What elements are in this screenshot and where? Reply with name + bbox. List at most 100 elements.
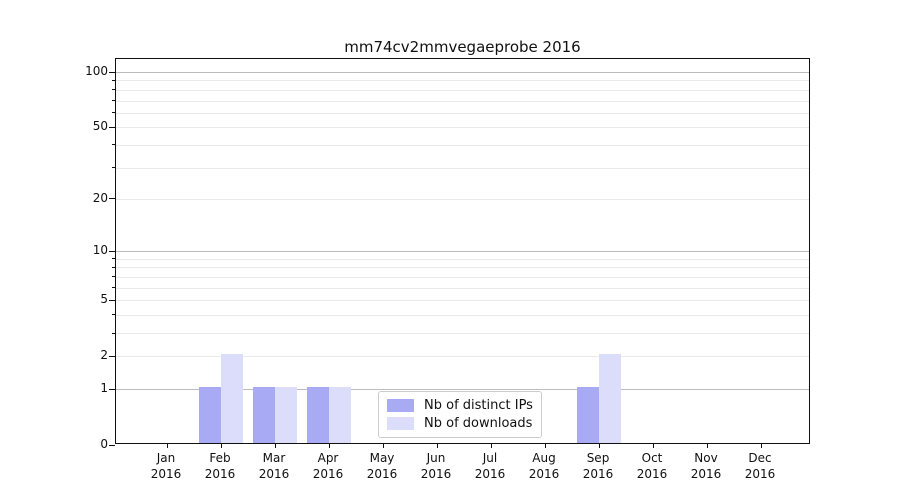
x-label-month: May — [369, 451, 395, 465]
y-tick-100 — [109, 71, 115, 73]
gridline-minor-6 — [116, 287, 809, 289]
x-label-year: 2016 — [258, 467, 290, 481]
x-label-month: Oct — [641, 451, 663, 465]
y-tick-minor-6 — [112, 287, 115, 289]
gridline-minor-4 — [116, 314, 809, 316]
x-tick-apr — [329, 443, 330, 448]
x-tick-jun — [437, 443, 438, 448]
legend-entry-downloads: Nb of downloads — [387, 416, 533, 431]
x-tick-mar — [275, 443, 276, 448]
x-tick-oct — [653, 443, 654, 448]
x-label-month: Sep — [586, 451, 610, 465]
y-tick-minor-4 — [112, 314, 115, 316]
x-label-month: Mar — [262, 451, 286, 465]
y-tick-minor-80 — [112, 89, 115, 91]
x-label-oct: Oct 2016 — [622, 450, 682, 482]
gridline-minor-90 — [116, 80, 809, 82]
x-tick-feb — [221, 443, 222, 448]
gridline-minor-40 — [116, 144, 809, 146]
x-label-aug: Aug 2016 — [514, 450, 574, 482]
gridline-minor-20 — [116, 198, 809, 200]
x-label-feb: Feb 2016 — [190, 450, 250, 482]
y-tick-5 — [109, 299, 115, 301]
y-label-2: 2 — [100, 348, 108, 363]
x-label-month: Apr — [317, 451, 339, 465]
gridline-major-10 — [116, 251, 809, 253]
x-label-month: Jul — [482, 451, 498, 465]
gridline-minor-3 — [116, 333, 809, 334]
x-label-year: 2016 — [690, 467, 722, 481]
gridline-minor-7 — [116, 276, 809, 278]
x-label-jul: Jul 2016 — [460, 450, 520, 482]
bar-distinct-ips-mar — [253, 387, 275, 443]
x-label-year: 2016 — [744, 467, 776, 481]
bar-downloads-feb — [221, 354, 243, 443]
gridline-minor-30 — [116, 167, 809, 169]
x-label-mar: Mar 2016 — [244, 450, 304, 482]
bar-downloads-apr — [329, 387, 351, 443]
y-tick-1 — [109, 388, 115, 390]
x-tick-dec — [761, 443, 762, 448]
bar-distinct-ips-sep — [577, 387, 599, 443]
legend-swatch-distinct-ips — [387, 398, 414, 412]
x-label-month: Feb — [209, 451, 231, 465]
plot-area — [109, 58, 810, 448]
y-tick-minor-8 — [112, 266, 115, 268]
y-tick-50 — [109, 126, 115, 128]
x-label-year: 2016 — [474, 467, 506, 481]
x-label-month: Aug — [532, 451, 556, 465]
x-label-nov: Nov 2016 — [676, 450, 736, 482]
y-label-1: 1 — [100, 381, 108, 395]
bar-distinct-ips-apr — [307, 387, 329, 443]
x-label-jun: Jun 2016 — [406, 450, 466, 482]
y-tick-minor-40 — [112, 144, 115, 146]
gridline-minor-50 — [116, 127, 809, 129]
x-label-year: 2016 — [582, 467, 614, 481]
y-label-5: 5 — [100, 292, 108, 307]
x-label-month: Dec — [748, 451, 772, 465]
y-tick-0 — [109, 444, 115, 446]
x-label-dec: Dec 2016 — [730, 450, 790, 482]
x-label-jan: Jan 2016 — [136, 450, 196, 482]
y-tick-minor-30 — [112, 167, 115, 168]
x-tick-jan — [167, 443, 168, 448]
legend: Nb of distinct IPs Nb of downloads — [378, 391, 542, 438]
y-tick-minor-9 — [112, 258, 115, 260]
y-tick-20 — [109, 198, 115, 200]
y-tick-10 — [109, 250, 115, 252]
x-label-month: Nov — [694, 451, 718, 465]
y-tick-minor-90 — [112, 79, 115, 81]
x-label-month: Jun — [426, 451, 446, 465]
x-label-may: May 2016 — [352, 450, 412, 482]
x-tick-nov — [707, 443, 708, 448]
x-label-year: 2016 — [420, 467, 452, 481]
x-label-year: 2016 — [366, 467, 398, 481]
x-label-apr: Apr 2016 — [298, 450, 358, 482]
bar-downloads-mar — [275, 387, 297, 443]
legend-label-distinct-ips: Nb of distinct IPs — [424, 397, 533, 413]
y-label-100: 100 — [85, 64, 108, 78]
x-tick-sep — [599, 443, 600, 448]
y-tick-2 — [109, 355, 115, 357]
x-label-year: 2016 — [150, 467, 182, 481]
x-label-year: 2016 — [528, 467, 560, 481]
gridline-minor-70 — [116, 100, 809, 102]
y-label-0: 0 — [100, 437, 108, 451]
chart-title: mm74cv2mmvegaeprobe 2016 — [344, 38, 581, 56]
legend-label-downloads: Nb of downloads — [424, 416, 533, 432]
gridline-major-100 — [116, 72, 809, 73]
y-tick-minor-3 — [112, 332, 115, 334]
y-tick-minor-7 — [112, 276, 115, 278]
gridline-minor-5 — [116, 300, 809, 302]
y-label-50: 50 — [92, 119, 108, 134]
y-tick-minor-60 — [112, 112, 115, 114]
gridline-minor-8 — [116, 267, 809, 269]
y-label-10: 10 — [92, 243, 108, 258]
bar-distinct-ips-feb — [199, 387, 221, 443]
x-label-month: Jan — [156, 451, 176, 465]
x-label-sep: Sep 2016 — [568, 450, 628, 482]
gridline-minor-80 — [116, 89, 809, 91]
gridline-minor-60 — [116, 112, 809, 114]
gridline-minor-9 — [116, 258, 809, 260]
